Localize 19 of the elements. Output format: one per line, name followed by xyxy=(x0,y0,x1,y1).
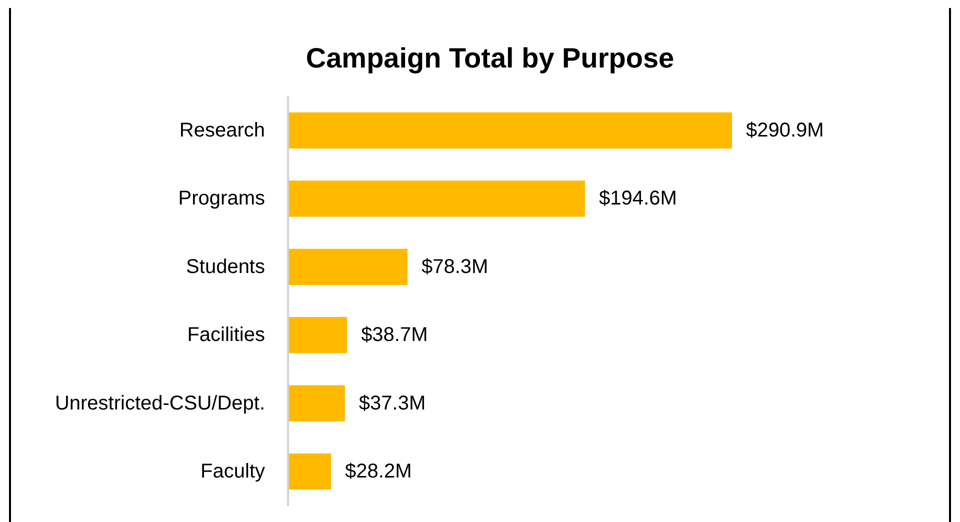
y-tick-label: Unrestricted-CSU/Dept. xyxy=(54,392,265,414)
y-tick-label: Research xyxy=(179,119,265,142)
data-label: $38.7M xyxy=(361,324,428,346)
data-label: $37.3M xyxy=(358,392,426,414)
bar xyxy=(288,248,408,285)
bar xyxy=(288,317,348,354)
y-tick-label: Faculty xyxy=(200,460,265,483)
y-tick-label: Facilities xyxy=(187,324,265,346)
bar xyxy=(288,385,345,422)
data-label: $290.9M xyxy=(746,119,824,142)
bar xyxy=(288,180,586,217)
y-tick-label: Students xyxy=(186,256,265,278)
data-label: $28.2M xyxy=(345,460,412,483)
y-tick-label: Programs xyxy=(178,188,265,210)
data-label: $194.6M xyxy=(599,188,677,210)
data-label: $78.3M xyxy=(422,256,488,278)
bar xyxy=(288,453,332,490)
bar xyxy=(288,112,732,149)
chart-title: Campaign Total by Purpose xyxy=(306,42,674,74)
